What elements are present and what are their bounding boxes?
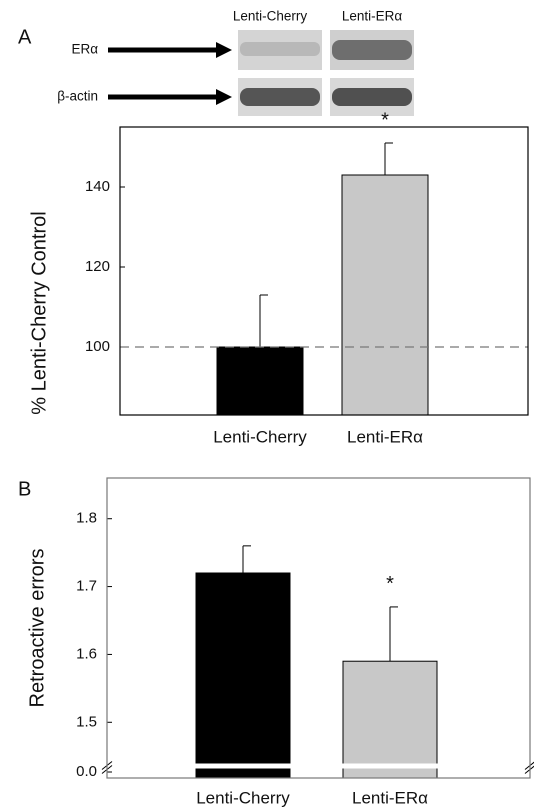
- y-axis-label: % Lenti-Cherry Control: [28, 211, 50, 414]
- blot-column-label: Lenti-ERα: [342, 9, 403, 24]
- x-tick-label: Lenti-ERα: [352, 788, 428, 807]
- bar: [342, 660, 438, 779]
- y-tick-label: 1.5: [76, 713, 97, 730]
- significance-mark: *: [386, 573, 394, 595]
- y-tick-label: 1.8: [76, 510, 97, 527]
- y-tick-label: 140: [85, 178, 110, 195]
- significance-mark: *: [381, 109, 389, 131]
- blot-image: [238, 30, 414, 116]
- axis-break: [97, 763, 534, 769]
- panel-label: B: [18, 478, 31, 500]
- x-tick-label: Lenti-Cherry: [196, 788, 290, 807]
- arrow: [108, 42, 232, 105]
- y-tick-label: 1.7: [76, 578, 97, 595]
- x-tick-label: Lenti-ERα: [347, 427, 423, 446]
- blot-column-label: Lenti-Cherry: [233, 9, 308, 24]
- panel-label: A: [18, 26, 32, 48]
- plot-frame: [106, 477, 531, 779]
- y-tick-label: 100: [85, 338, 110, 355]
- y-tick-label: 1.6: [76, 645, 97, 662]
- x-tick-label: Lenti-Cherry: [213, 427, 307, 446]
- bar: [195, 572, 291, 779]
- y-tick-label: 120: [85, 258, 110, 275]
- bar: [216, 346, 304, 416]
- plot-frame: [119, 126, 529, 416]
- blot-row-label: ERα: [71, 42, 98, 57]
- y-tick-label: 0.0: [76, 763, 97, 780]
- blot-row-label: β-actin: [57, 89, 98, 104]
- y-axis-label: Retroactive errors: [26, 549, 48, 708]
- bar: [341, 174, 429, 416]
